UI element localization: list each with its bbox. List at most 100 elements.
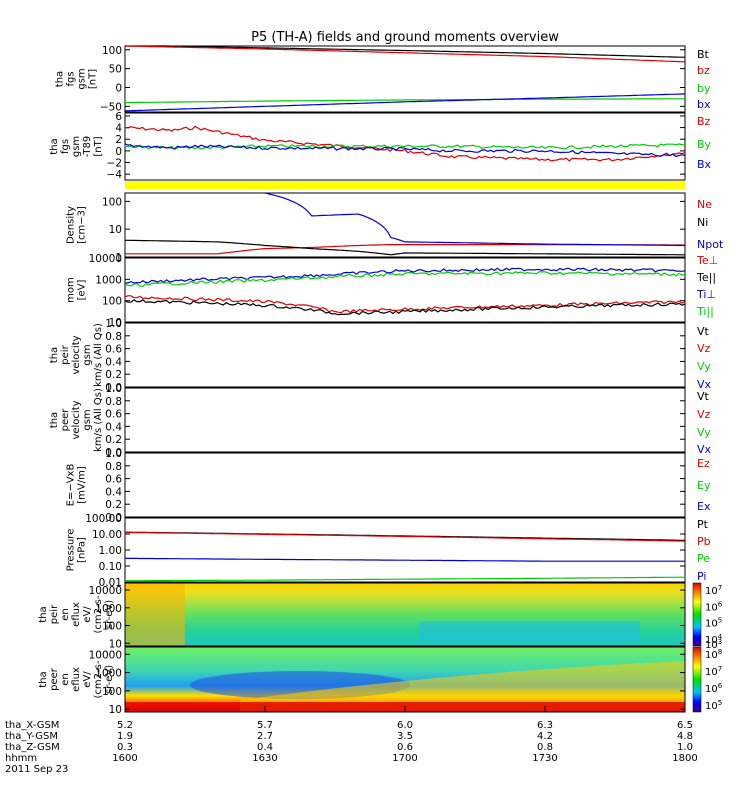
panel-frame [124, 322, 686, 388]
y-tick-label: 1.0 [105, 318, 122, 330]
y-axis-label: eV/ [82, 671, 93, 688]
y-tick-label: 0.8 [105, 396, 122, 408]
x-row-value: 2.7 [257, 731, 273, 742]
y-axis-label: [cm−3] [77, 206, 88, 244]
series-Ti|| [124, 271, 686, 287]
x-row-value: 0.6 [397, 742, 413, 753]
y-tick-label: 0.4 [105, 486, 122, 498]
x-row-value: 0.8 [537, 742, 553, 753]
y-tick-label: 0.0 [105, 382, 122, 394]
y-axis-label: (cm2-s- [93, 595, 104, 633]
series-By [124, 143, 686, 151]
y-tick-label: 0.10 [99, 561, 122, 573]
y-tick-label: −2 [107, 158, 122, 170]
panel-peer-eflux: 108 107 106 105 10000 1000 100 10 tha peer en eflux… [38, 646, 723, 716]
series-by [124, 98, 685, 104]
panel-frame [124, 517, 686, 583]
y-axis-label: velocity [71, 400, 82, 439]
y-tick-label: 0.4 [105, 421, 122, 433]
legend-bz: bz [697, 64, 710, 77]
y-axis-label: -T89 [82, 136, 93, 158]
y-tick-label: 0.2 [105, 499, 122, 511]
y-tick-label: 10 [109, 317, 122, 329]
legend-Vy: Vy [697, 360, 711, 373]
y-tick-label: 10000 [89, 649, 122, 661]
y-axis-label: [eV] [77, 280, 88, 301]
y-axis-label: sr-eV) [104, 600, 115, 629]
legend-Bz: Bz [697, 115, 711, 128]
legend-Ti⊥: Ti⊥ [696, 288, 716, 301]
y-axis-label: fgs [66, 71, 77, 86]
panel-frame [124, 452, 686, 518]
y-axis-label: peir [49, 604, 60, 624]
y-tick-label: 0.01 [99, 577, 122, 589]
series-Bz [124, 125, 686, 162]
x-row-value: 4.8 [677, 731, 693, 742]
y-axis-label: en [60, 608, 71, 621]
series-bx [124, 93, 686, 112]
y-tick-label: 100.00 [85, 513, 122, 525]
legend-By: By [697, 138, 712, 151]
y-axis-label: E=−VxB [66, 464, 77, 507]
y-tick-label: 1.00 [99, 545, 122, 557]
x-row-label: hhmm [5, 753, 37, 764]
legend-Bt: Bt [697, 48, 710, 61]
y-tick-label: 6 [115, 111, 122, 123]
series-Pb [124, 531, 686, 542]
y-tick-label: 100 [102, 621, 122, 633]
legend-Pb: Pb [697, 535, 711, 548]
y-tick-label: 0.2 [105, 434, 122, 446]
y-axis-label: peir [60, 344, 71, 364]
legend-Vz: Vz [697, 408, 711, 421]
colorbar-tick-label: 108 [705, 648, 722, 661]
legend-Npot: Npot [697, 238, 724, 251]
x-row-value: 1630 [252, 753, 277, 764]
panel-frame [124, 582, 686, 647]
colorbar [692, 646, 702, 713]
y-tick-label: 0.4 [105, 356, 122, 368]
legend-Bx: Bx [697, 158, 712, 171]
y-tick-label: 10 [109, 224, 122, 236]
y-tick-label: 1.0 [105, 448, 122, 460]
y-tick-label: 0.0 [105, 512, 122, 524]
legend-Ne: Ne [697, 198, 712, 211]
x-row-value: 5.7 [257, 720, 273, 731]
panel-density: 100 10 1 Density [cm−3] Ne Ni Npot [66, 192, 724, 264]
y-axis-label: peer [49, 667, 60, 691]
y-axis-label: [nT] [93, 136, 104, 156]
y-axis-label: eflux [71, 602, 82, 627]
legend-Ez: Ez [697, 457, 710, 470]
legend-Vx: Vx [697, 378, 712, 391]
y-axis-label: tha [49, 412, 60, 428]
colorbar-tick-label: 106 [705, 682, 723, 695]
y-tick-label: 0.6 [105, 344, 122, 356]
x-row-label: tha_Y-GSM [5, 731, 58, 742]
x-row-value: 3.5 [397, 731, 413, 742]
y-axis-label: sr-eV) [104, 665, 115, 694]
y-tick-label: 1.0 [105, 383, 122, 395]
legend-Ex: Ex [697, 500, 711, 513]
x-row-value: 5.2 [117, 720, 133, 731]
y-axis-label: [nT] [88, 69, 99, 89]
y-axis-label: tha [55, 71, 66, 87]
y-tick-label: 10000 [89, 585, 122, 597]
y-tick-label: 10 [109, 704, 122, 716]
y-tick-label: 1 [115, 252, 122, 264]
y-axis-label: tha [49, 138, 60, 154]
x-row-label: tha_Z-GSM [5, 742, 60, 753]
heatmap-patch [125, 583, 185, 646]
colorbar-tick-label: 107 [705, 665, 722, 678]
y-axis-label: eV/ [82, 606, 93, 623]
y-tick-label: 1000 [95, 603, 122, 615]
y-axis-label: tha [49, 347, 60, 363]
x-row-value: 1700 [392, 753, 417, 764]
y-tick-label: 100 [102, 686, 122, 698]
series-Ni [125, 239, 685, 256]
legend-Pt: Pt [697, 518, 709, 531]
